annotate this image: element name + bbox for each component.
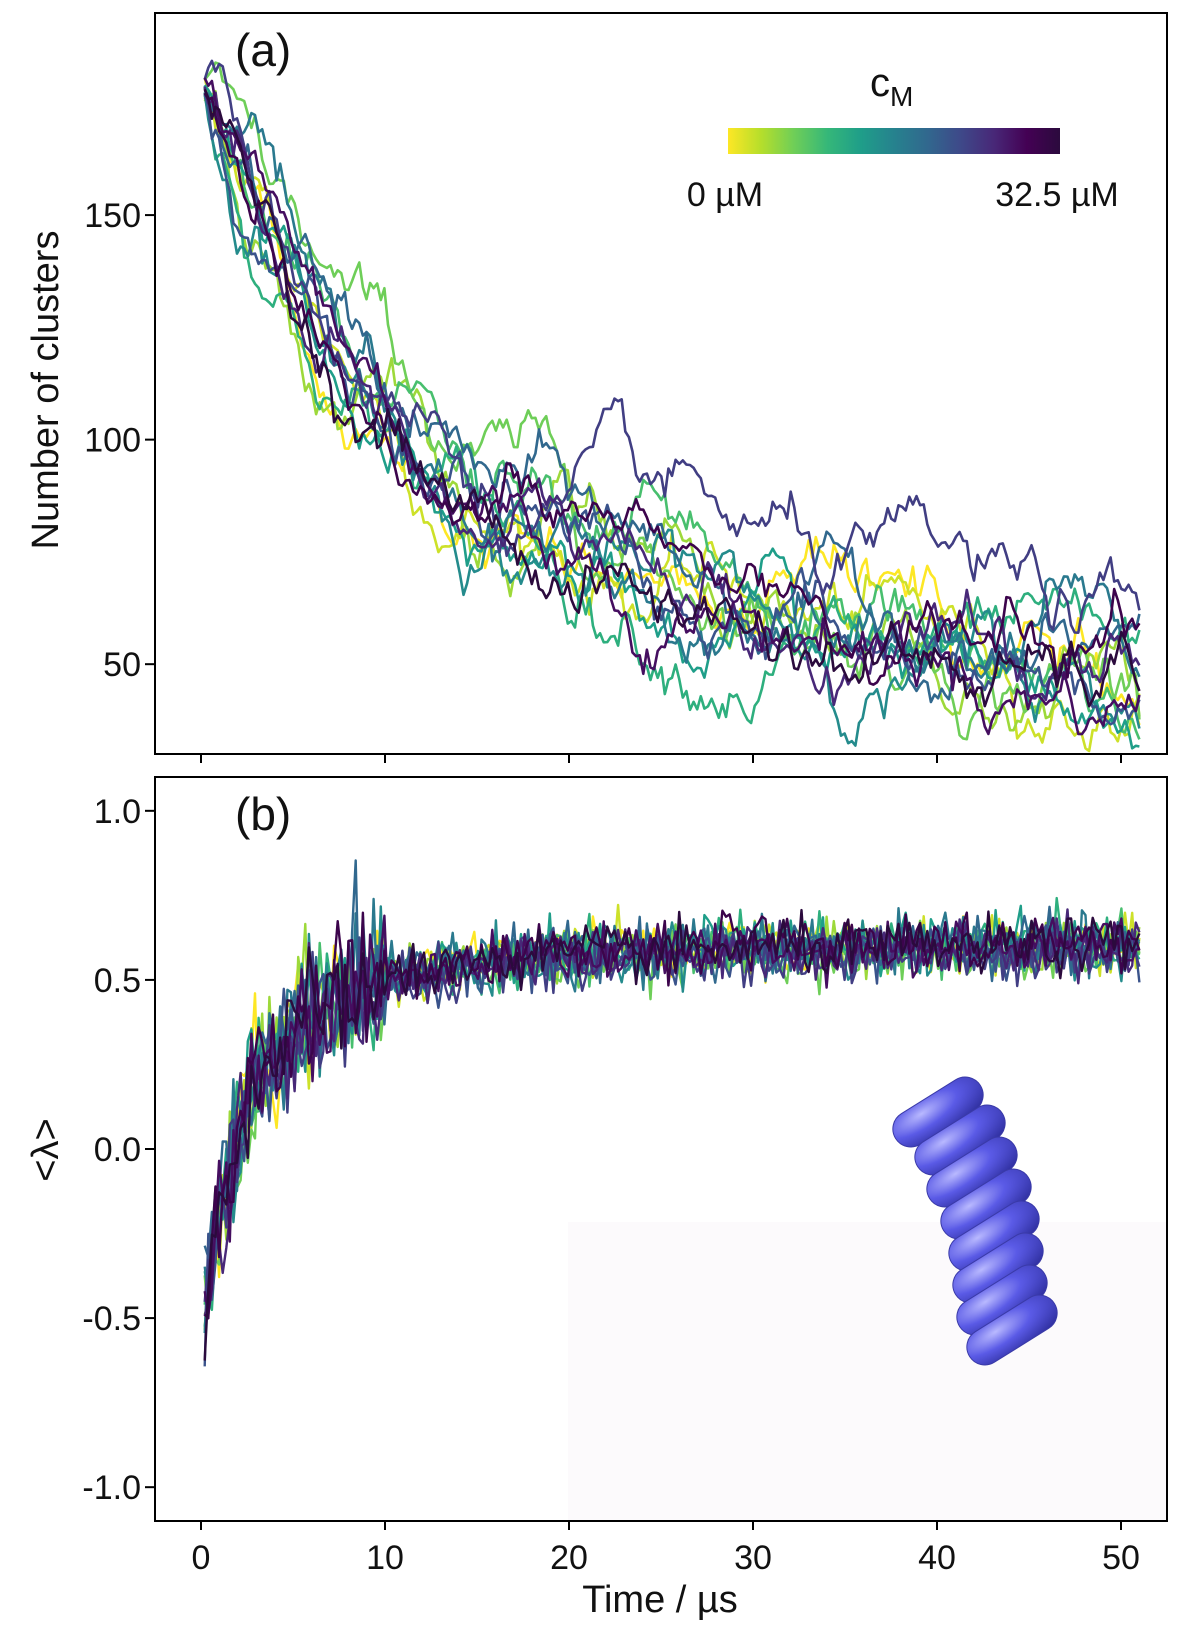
x-tick-label: 0 [192,1539,211,1577]
panel-a-y-axis-label: Number of clusters [25,231,67,550]
panel-a-frame [154,12,1168,755]
y-tick-label: 100 [84,422,141,460]
panel-a-y-axis: 50 100 150 [84,197,155,684]
colorbar-max-label: 32.5 µM [995,176,1119,214]
rod [966,1294,1058,1366]
series-line [203,92,1141,686]
y-tick-label: 0.0 [94,1131,141,1169]
x-tick-label: 10 [366,1539,404,1577]
x-tick-label: 40 [918,1539,956,1577]
y-tick-label: -0.5 [82,1300,141,1338]
x-tick-label: 50 [1102,1539,1140,1577]
y-tick-label: -1.0 [82,1469,141,1507]
y-tick-label: 50 [103,646,141,684]
y-tick-label: 1.0 [94,793,141,831]
y-tick-label: 150 [84,197,141,235]
panel-b-y-axis-label: <λ> [25,1118,67,1181]
series-line [203,89,1141,679]
series-line [203,88,1141,708]
x-tick-label: 30 [734,1539,772,1577]
y-tick-label: 0.5 [94,962,141,1000]
panel-b-x-axis: 0 10 20 30 40 50 [192,1521,1140,1577]
inset-background [568,1222,1166,1522]
series-line [203,86,1141,704]
panel-b-series-group [203,859,1141,1367]
panel-a: 50 100 150 (a) Number of clusters cM 0 µM … [25,12,1168,763]
colorbar-gradient [728,128,1060,154]
panel-b-y-axis: -1.0 -0.5 0.0 0.5 1.0 [82,793,155,1507]
panel-b-label: (b) [235,788,291,840]
series-line [203,77,1141,736]
panel-a-series-group [203,59,1141,753]
panel-a-x-axis [200,754,1122,763]
x-tick-label: 20 [550,1539,588,1577]
series-line [203,59,1141,635]
panel-b: -1.0 -0.5 0.0 0.5 1.0 0 10 20 30 40 50 (b) <λ> Ti… [25,776,1168,1621]
colorbar: cM 0 µM 32.5 µM [687,61,1119,214]
colorbar-title: cM [870,61,913,112]
panel-a-label: (a) [235,24,291,76]
rod-stack-inset [892,1076,1058,1366]
colorbar-min-label: 0 µM [687,176,763,214]
x-axis-label: Time / µs [582,1579,738,1621]
series-line [203,908,1141,1361]
